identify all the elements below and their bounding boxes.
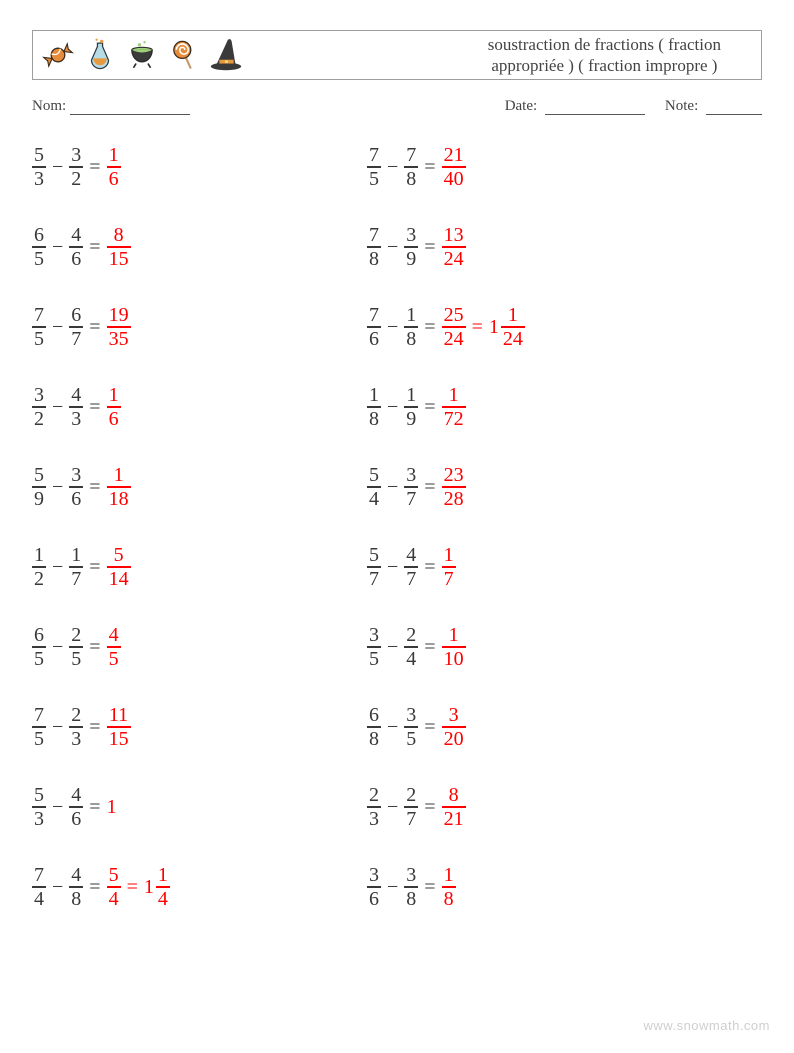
note-field: Note: <box>665 98 762 115</box>
problem-row: 53−46=1 <box>32 783 367 831</box>
answer: 2328 <box>442 465 466 508</box>
lollipop-icon <box>165 36 203 74</box>
footer-watermark: www.snowmath.com <box>644 1018 770 1033</box>
problem-row: 32−43=16 <box>32 383 367 431</box>
problem-row: 78−39=1324 <box>367 223 762 271</box>
note-label: Note: <box>665 98 698 114</box>
answer: 1935 <box>107 305 131 348</box>
problem-row: 57−47=17 <box>367 543 762 591</box>
answer: 118 <box>107 465 131 508</box>
note-blank <box>706 100 762 115</box>
answer: 2524=1124 <box>442 305 525 348</box>
answer: 514 <box>107 545 131 588</box>
answer: 16 <box>107 145 121 188</box>
date-field: Date: <box>505 98 645 115</box>
answer: 172 <box>442 385 466 428</box>
problems-column-left: 53−32=16 65−46=815 75−67=1935 32−43=16 59−36… <box>32 143 367 911</box>
meta-row: Nom: Date: Note: <box>32 98 762 115</box>
problem-row: 75−23=1115 <box>32 703 367 751</box>
witch-hat-icon <box>207 36 245 74</box>
problem-row: 54−37=2328 <box>367 463 762 511</box>
title-line-2: appropriée ) ( fraction impropre ) <box>488 55 721 76</box>
header-bar: soustraction de fractions ( fraction app… <box>32 30 762 80</box>
answer: 17 <box>442 545 456 588</box>
candy-icon <box>39 36 77 74</box>
problem-row: 75−78=2140 <box>367 143 762 191</box>
date-label: Date: <box>505 98 537 114</box>
flask-icon <box>81 36 119 74</box>
title-line-1: soustraction de fractions ( fraction <box>488 34 721 55</box>
answer: 45 <box>107 625 121 668</box>
answer: 320 <box>442 705 466 748</box>
problems-column-right: 75−78=2140 78−39=1324 76−18=2524=1124 18−19… <box>367 143 762 911</box>
problems-grid: 53−32=16 65−46=815 75−67=1935 32−43=16 59−36… <box>32 143 762 911</box>
problem-row: 76−18=2524=1124 <box>367 303 762 351</box>
header-icons <box>39 36 245 74</box>
problem-row: 65−46=815 <box>32 223 367 271</box>
answer: 1 <box>107 797 119 817</box>
cauldron-icon <box>123 36 161 74</box>
problem-row: 59−36=118 <box>32 463 367 511</box>
problem-row: 18−19=172 <box>367 383 762 431</box>
answer: 1115 <box>107 705 131 748</box>
worksheet-page: soustraction de fractions ( fraction app… <box>0 0 794 911</box>
answer: 16 <box>107 385 121 428</box>
answer: 815 <box>107 225 131 268</box>
problem-row: 65−25=45 <box>32 623 367 671</box>
problem-row: 75−67=1935 <box>32 303 367 351</box>
date-blank <box>545 100 645 115</box>
worksheet-title: soustraction de fractions ( fraction app… <box>488 34 751 77</box>
problem-row: 74−48=54=114 <box>32 863 367 911</box>
answer: 18 <box>442 865 456 908</box>
name-field: Nom: <box>32 98 190 115</box>
answer: 54=114 <box>107 865 170 908</box>
answer: 2140 <box>442 145 466 188</box>
answer: 110 <box>442 625 466 668</box>
answer: 821 <box>442 785 466 828</box>
problem-row: 12−17=514 <box>32 543 367 591</box>
problem-row: 68−35=320 <box>367 703 762 751</box>
answer: 1324 <box>442 225 466 268</box>
problem-row: 36−38=18 <box>367 863 762 911</box>
problem-row: 23−27=821 <box>367 783 762 831</box>
problem-row: 35−24=110 <box>367 623 762 671</box>
name-label: Nom: <box>32 98 66 115</box>
problem-row: 53−32=16 <box>32 143 367 191</box>
name-blank <box>70 100 190 115</box>
